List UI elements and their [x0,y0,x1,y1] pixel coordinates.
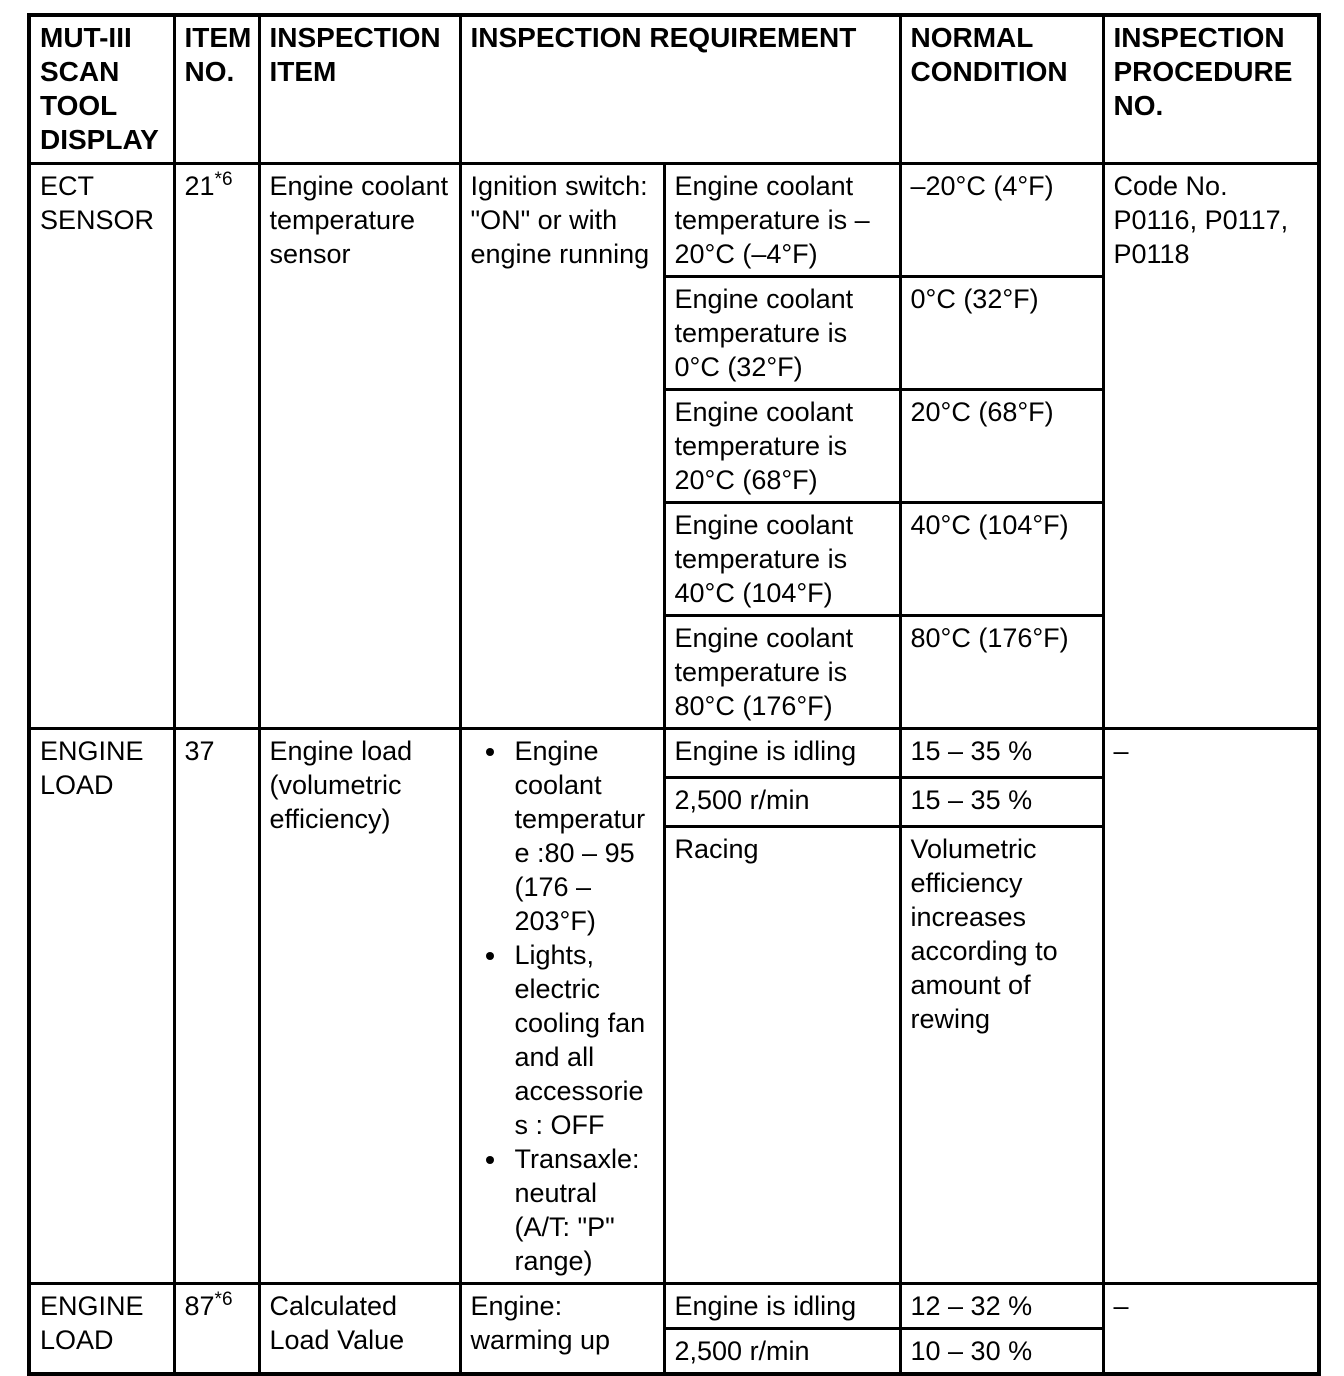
cell-el37-normal-2: Volumetric efficiency increases accordin… [898,825,1105,1285]
cell-el87-display: ENGINE LOAD [27,1281,176,1376]
cell-el37-normal-1: 15 – 35 % [898,775,1105,829]
cell-ect-procedure-no: Code No. P0116, P0117, P0118 [1101,161,1321,730]
cell-el87-condition-0: Engine is idling [662,1281,902,1330]
cell-ect-normal-2: 20°C (68°F) [898,387,1105,504]
table-row: Engine coolant temperature is 40°C (104°… [29,500,1319,617]
cell-ect-normal-0: –20°C (4°F) [898,161,1105,278]
cell-el37-requirement: Engine coolant temperature :80 – 95 (176… [458,726,666,1285]
cell-el37-condition-0: Engine is idling [662,726,902,779]
cell-el87-normal-0: 12 – 32 % [898,1281,1105,1330]
item-no-value: 37 [184,735,215,766]
cell-ect-normal-1: 0°C (32°F) [898,274,1105,391]
cell-el87-normal-1: 10 – 30 % [898,1326,1105,1376]
item-no-footnote: *6 [214,168,233,190]
table-row: 2,500 r/min 15 – 35 % [29,775,1319,829]
cell-ect-item-no: 21*6 [172,161,261,730]
cell-el37-normal-0: 15 – 35 % [898,726,1105,779]
cell-ect-condition-4: Engine coolant temperature is 80°C (176°… [662,613,902,730]
item-no-value: 87 [184,1290,215,1321]
cell-el37-condition-2: Racing [662,825,902,1285]
requirement-bullet: Lights, electric cooling fan and all acc… [509,938,657,1142]
table-row-ect-sensor: ECT SENSOR 21*6 Engine coolant temperatu… [27,161,1321,730]
cell-el87-inspection-item: Calculated Load Value [257,1281,462,1376]
cell-ect-display: ECT SENSOR [27,161,176,730]
cell-ect-condition-2: Engine coolant temperature is 20°C (68°F… [662,387,902,504]
header-inspection-procedure-no: INSPECTION PROCEDURE NO. [1101,13,1321,165]
cell-ect-condition-0: Engine coolant temperature is –20°C (–4°… [662,161,902,278]
cell-el87-procedure-no: – [1101,1281,1321,1376]
item-no-footnote: *6 [214,1288,233,1310]
cell-ect-normal-4: 80°C (176°F) [898,613,1105,730]
cell-el37-inspection-item: Engine load (volumetric efficiency) [257,726,462,1285]
table-row: Engine coolant temperature is 0°C (32°F)… [29,274,1319,391]
header-scan-tool-display: MUT-III SCAN TOOL DISPLAY [27,13,176,165]
cell-el37-display: ENGINE LOAD [27,726,176,1285]
cell-ect-inspection-item: Engine coolant temperature sensor [257,161,462,730]
header-item-no: ITEM NO. [172,13,261,165]
cell-ect-condition-3: Engine coolant temperature is 40°C (104°… [662,500,902,617]
scan-tool-data-table: MUT-III SCAN TOOL DISPLAY ITEM NO. INSPE… [27,13,1321,1376]
header-normal-condition: NORMAL CONDITION [898,13,1105,165]
item-no-value: 21 [184,170,215,201]
cell-ect-requirement: Ignition switch: "ON" or with engine run… [458,161,666,730]
header-inspection-item: INSPECTION ITEM [257,13,462,165]
cell-el87-condition-1: 2,500 r/min [662,1326,902,1376]
cell-ect-condition-1: Engine coolant temperature is 0°C (32°F) [662,274,902,391]
cell-ect-normal-3: 40°C (104°F) [898,500,1105,617]
requirement-bullet: Engine coolant temperature :80 – 95 (176… [509,734,657,938]
table-row: Engine coolant temperature is 80°C (176°… [29,613,1319,730]
table-row-engine-load-37: ENGINE LOAD 37 Engine load (volumetric e… [27,726,1321,1285]
requirement-bullet-list: Engine coolant temperature :80 – 95 (176… [471,734,657,1278]
cell-el37-condition-1: 2,500 r/min [662,775,902,829]
cell-el87-requirement: Engine: warming up [458,1281,666,1376]
table-row: Racing Volumetric efficiency increases a… [29,825,1319,1285]
cell-el37-item-no: 37 [172,726,261,1285]
cell-el87-item-no: 87*6 [172,1281,261,1376]
header-inspection-requirement: INSPECTION REQUIREMENT [458,13,902,165]
cell-el37-procedure-no: – [1101,726,1321,1285]
table-row: Engine coolant temperature is 20°C (68°F… [29,387,1319,504]
requirement-bullet: Transaxle: neutral (A/T: "P" range) [509,1142,657,1278]
table-row-engine-load-87: ENGINE LOAD 87*6 Calculated Load Value E… [27,1281,1321,1376]
table-header-row: MUT-III SCAN TOOL DISPLAY ITEM NO. INSPE… [27,13,1321,165]
